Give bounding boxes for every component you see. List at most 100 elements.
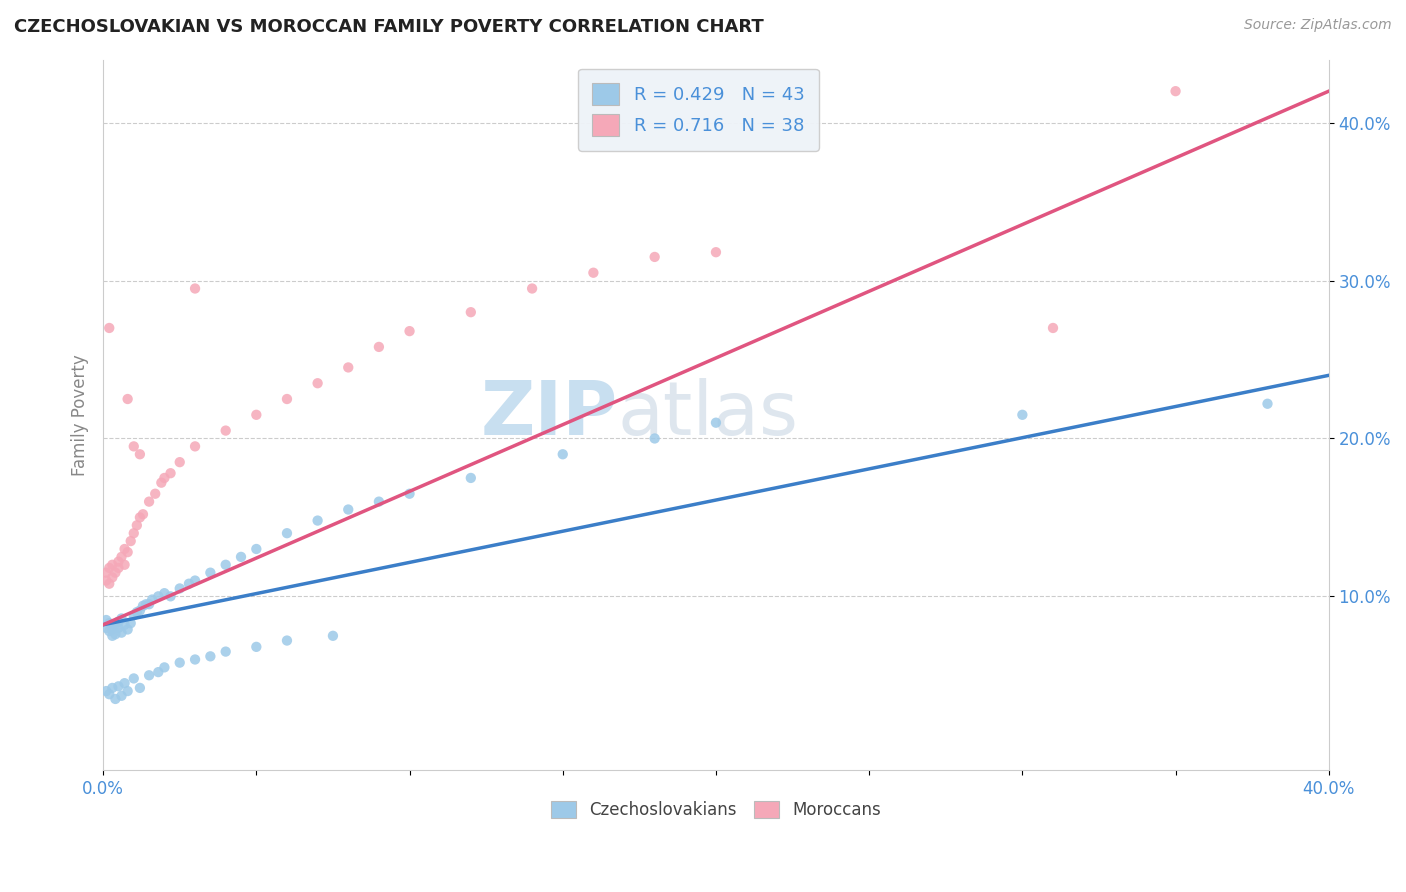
Point (704, 416, 727, 430)
Point (98, 624, 121, 638)
Point (96, 566, 118, 580)
Point (177, 576, 200, 591)
Y-axis label: Family Poverty: Family Poverty (72, 354, 89, 475)
Point (153, 471, 176, 485)
Point (1042, 321, 1064, 335)
Point (132, 599, 155, 613)
Text: atlas: atlas (617, 378, 799, 451)
Point (114, 676, 136, 690)
Legend: Czechoslovakians, Moroccans: Czechoslovakians, Moroccans (544, 794, 887, 826)
Point (107, 679, 129, 693)
Point (114, 558, 136, 572)
Point (107, 555, 129, 569)
Point (184, 439, 207, 453)
Point (307, 376, 329, 391)
Point (120, 616, 142, 631)
Point (644, 432, 666, 446)
Point (101, 623, 124, 637)
Point (460, 305, 482, 319)
Point (129, 681, 152, 695)
Point (184, 281, 207, 295)
Text: CZECHOSLOVAKIAN VS MOROCCAN FAMILY POVERTY CORRELATION CHART: CZECHOSLOVAKIAN VS MOROCCAN FAMILY POVER… (14, 18, 763, 36)
Point (122, 439, 145, 453)
Point (101, 629, 124, 643)
Point (96, 574, 118, 588)
Point (98, 321, 121, 335)
Point (96, 684, 118, 698)
Point (101, 570, 124, 584)
Point (322, 629, 344, 643)
Point (110, 549, 132, 564)
Point (150, 475, 173, 490)
Point (148, 665, 170, 679)
Point (129, 447, 152, 461)
Point (120, 534, 142, 549)
Point (104, 617, 127, 632)
Point (138, 494, 160, 508)
Point (107, 621, 129, 635)
Point (98, 561, 121, 575)
Point (104, 566, 127, 580)
Point (1256, 397, 1278, 411)
Point (117, 684, 139, 698)
Point (132, 508, 155, 522)
Point (215, 424, 238, 438)
Point (215, 558, 238, 572)
Point (644, 250, 666, 264)
Point (337, 360, 360, 375)
Point (138, 597, 160, 611)
Point (169, 656, 191, 670)
Point (129, 603, 152, 617)
Point (98, 616, 121, 631)
Point (141, 592, 163, 607)
Point (337, 502, 360, 516)
Point (122, 672, 145, 686)
Point (104, 627, 127, 641)
Point (125, 518, 148, 533)
Point (200, 649, 222, 664)
Text: Source: ZipAtlas.com: Source: ZipAtlas.com (1244, 18, 1392, 32)
Point (122, 608, 145, 623)
Point (1011, 408, 1033, 422)
Point (110, 611, 132, 625)
Point (159, 467, 181, 481)
Point (143, 487, 166, 501)
Point (169, 582, 191, 596)
Point (114, 541, 136, 556)
Point (110, 625, 132, 640)
Point (398, 487, 420, 501)
Point (551, 447, 574, 461)
Point (704, 245, 727, 260)
Point (101, 558, 124, 572)
Point (153, 660, 176, 674)
Point (148, 590, 170, 604)
Point (460, 471, 482, 485)
Point (398, 324, 420, 338)
Point (107, 615, 129, 629)
Point (200, 566, 222, 580)
Point (117, 623, 139, 637)
Point (159, 590, 181, 604)
Point (98, 687, 121, 701)
Point (104, 692, 127, 706)
Point (153, 586, 176, 600)
Point (117, 545, 139, 559)
Point (125, 605, 148, 619)
Point (122, 526, 145, 541)
Point (276, 526, 298, 541)
Point (110, 689, 132, 703)
Point (276, 633, 298, 648)
Point (184, 652, 207, 666)
Point (367, 494, 389, 508)
Point (245, 408, 267, 422)
Point (245, 640, 267, 654)
Point (215, 644, 238, 658)
Text: ZIP: ZIP (481, 378, 617, 451)
Point (169, 455, 191, 469)
Point (98, 576, 121, 591)
Point (96, 613, 118, 627)
Point (520, 281, 543, 295)
Point (276, 392, 298, 406)
Point (184, 574, 207, 588)
Point (101, 681, 124, 695)
